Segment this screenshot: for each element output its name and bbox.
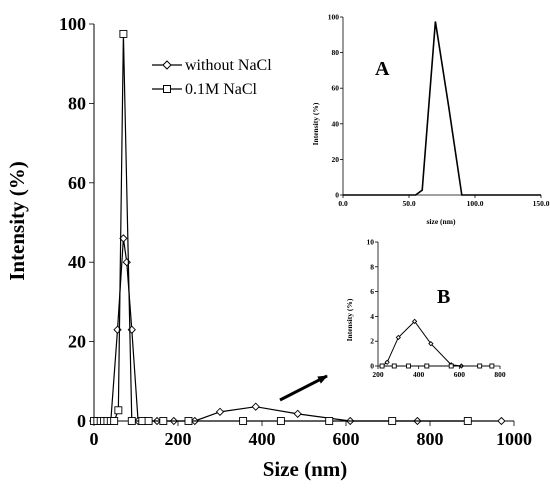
data-point-without-nacl [497,416,506,426]
y-tick-label: 100 [328,13,340,22]
x-tick-label: 400 [249,429,276,449]
x-tick-label: 600 [333,429,360,449]
series-line-0-1m-nacl [343,21,541,196]
y-tick-label: 80 [332,48,340,57]
x-tick-label: 100.0 [467,199,484,208]
series-line-without-nacl [94,238,502,422]
y-tick-label: 2 [370,337,374,346]
x-tick-label: 800 [494,370,506,379]
inset-a-series [343,21,541,196]
data-point-0-1m-nacl [448,363,454,369]
main-series [89,29,506,426]
inset-b-label: B [437,286,450,308]
y-tick-label: 100 [59,14,86,34]
data-point-0-1m-nacl [379,363,385,369]
y-tick-label: 0 [370,362,374,371]
series-line-0-1m-nacl [94,33,468,422]
x-tick-label: 600 [454,370,466,379]
x-tick-label: 400 [413,370,425,379]
inset-a: 0.0 50.0 100.0 150.0 0 20 40 60 80 100 Intensity … [311,13,550,227]
y-tick-label: 20 [68,332,86,352]
inset-b: 200 400 600 800 0 2 4 6 8 10 Intensity (%) B [345,238,506,380]
legend-label-nacl: 0.1M NaCl [185,81,258,98]
data-point-without-nacl [251,402,260,411]
data-point-0-1m-nacl [127,417,136,425]
data-point-0-1m-nacl [391,363,397,369]
data-point-0-1m-nacl [424,363,430,369]
inset-a-y-axis-label: Intensity (%) [311,102,320,145]
main-y-axis-label: Intensity (%) [5,161,29,281]
data-point-0-1m-nacl [406,363,411,369]
y-tick-label: 4 [370,312,374,321]
data-point-0-1m-nacl [239,417,248,425]
y-tick-label: 60 [68,173,86,193]
data-point-0-1m-nacl [144,417,153,425]
main-x-axis-label: Size (nm) [263,457,348,481]
inset-a-x-axis-label: size (nm) [427,217,456,226]
data-point-0-1m-nacl [159,417,168,425]
y-tick-label: 40 [332,119,340,128]
inset-b-series [379,318,495,369]
legend: without NaCl 0.1M NaCl [152,57,272,98]
data-point-0-1m-nacl [489,363,495,369]
data-point-0-1m-nacl [388,417,397,425]
data-point-without-nacl [122,258,131,267]
x-tick-label: 800 [417,429,444,449]
data-point-without-nacl [395,334,401,341]
inset-b-ticks: 200 400 600 800 0 2 4 6 8 10 [367,238,506,380]
y-tick-label: 20 [332,155,340,164]
data-point-0-1m-nacl [463,417,472,425]
legend-marker-diamond [162,60,172,70]
x-tick-label: 200 [165,429,192,449]
y-tick-label: 6 [370,287,374,296]
x-tick-label: 0 [90,429,99,449]
x-tick-label: 50.0 [402,199,415,208]
x-tick-label: 200 [372,370,384,379]
y-tick-label: 60 [332,84,340,93]
series-line-without-nacl [381,320,492,367]
y-tick-label: 0 [77,411,86,431]
data-point-0-1m-nacl [276,417,285,425]
data-point-0-1m-nacl [114,406,123,415]
data-point-without-nacl [215,407,225,417]
data-point-0-1m-nacl [477,363,483,369]
data-point-0-1m-nacl [325,417,334,425]
x-tick-label: 150.0 [533,199,550,208]
legend-marker-square [163,85,171,93]
data-point-without-nacl [428,341,434,347]
y-tick-label: 0 [335,191,339,200]
data-point-0-1m-nacl [184,417,193,425]
y-tick-label: 80 [68,93,86,113]
data-point-0-1m-nacl [110,417,119,425]
inset-a-ticks: 0.0 50.0 100.0 150.0 0 20 40 60 80 100 [328,13,550,209]
x-tick-label: 1000 [496,429,532,449]
inset-a-label: A [375,58,390,80]
data-point-0-1m-nacl [119,29,128,38]
legend-label-without-nacl: without NaCl [185,57,272,74]
zoom-arrow [279,374,328,402]
data-point-without-nacl [384,359,390,365]
y-tick-label: 10 [367,238,375,247]
y-tick-label: 40 [68,252,86,272]
data-point-without-nacl [411,318,418,324]
x-tick-label: 0.0 [338,199,348,208]
data-point-without-nacl [293,409,302,418]
y-tick-label: 8 [370,262,374,271]
inset-b-y-axis-label: Intensity (%) [345,298,354,341]
